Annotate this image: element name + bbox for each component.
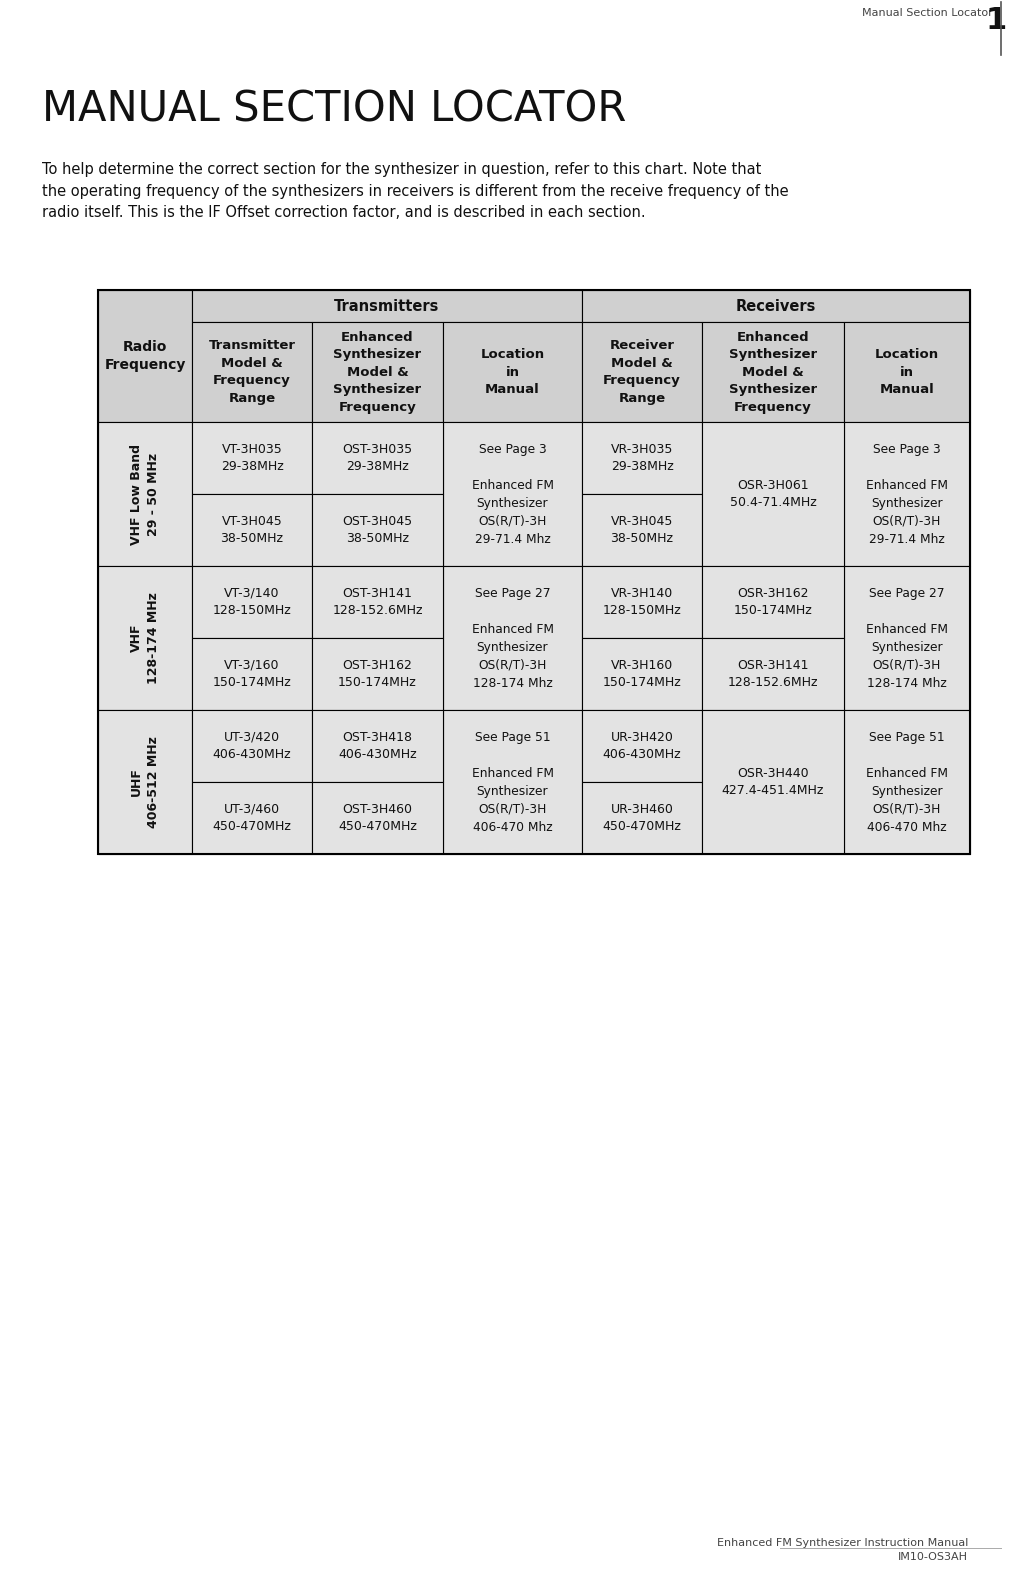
Text: Transmitters: Transmitters [334, 298, 440, 314]
Text: OSR-3H162
150-174MHz: OSR-3H162 150-174MHz [734, 586, 812, 618]
Bar [582, 322, 702, 422]
Text: VR-3H045
38-50MHz: VR-3H045 38-50MHz [610, 515, 673, 545]
Bar [192, 638, 312, 711]
Bar [98, 422, 192, 566]
Text: 1: 1 [986, 6, 1007, 35]
Bar [192, 566, 312, 638]
Text: Enhanced
Synthesizer
Model &
Synthesizer
Frequency: Enhanced Synthesizer Model & Synthesizer… [333, 331, 422, 413]
Text: UR-3H460
450-470MHz: UR-3H460 450-470MHz [602, 802, 681, 834]
Text: OST-3H035
29-38MHz: OST-3H035 29-38MHz [342, 443, 413, 473]
Bar [702, 638, 844, 711]
Text: UT-3/420
406-430MHz: UT-3/420 406-430MHz [213, 731, 292, 761]
Text: OSR-3H141
128-152.6MHz: OSR-3H141 128-152.6MHz [727, 659, 818, 689]
Bar [844, 566, 970, 711]
Text: See Page 51

Enhanced FM
Synthesizer
OS(R/T)-3H
406-470 Mhz: See Page 51 Enhanced FM Synthesizer OS(R… [866, 731, 948, 834]
Bar [582, 422, 702, 493]
Bar [443, 422, 582, 566]
Text: OST-3H460
450-470MHz: OST-3H460 450-470MHz [338, 802, 417, 834]
Text: See Page 27

Enhanced FM
Synthesizer
OS(R/T)-3H
128-174 Mhz: See Page 27 Enhanced FM Synthesizer OS(R… [471, 586, 554, 690]
Text: OST-3H418
406-430MHz: OST-3H418 406-430MHz [338, 731, 417, 761]
Text: See Page 51

Enhanced FM
Synthesizer
OS(R/T)-3H
406-470 Mhz: See Page 51 Enhanced FM Synthesizer OS(R… [471, 731, 554, 834]
Bar [582, 290, 970, 322]
Bar [443, 566, 582, 711]
Bar [582, 638, 702, 711]
Text: Radio
Frequency: Radio Frequency [104, 339, 186, 372]
Bar [192, 422, 312, 493]
Bar [192, 493, 312, 566]
Text: OST-3H141
128-152.6MHz: OST-3H141 128-152.6MHz [332, 586, 423, 618]
Text: Location
in
Manual: Location in Manual [875, 348, 939, 396]
Bar [443, 322, 582, 422]
Bar [312, 422, 443, 493]
Bar [312, 322, 443, 422]
Bar [844, 322, 970, 422]
Text: VT-3/140
128-150MHz: VT-3/140 128-150MHz [213, 586, 292, 618]
Text: VT-3H045
38-50MHz: VT-3H045 38-50MHz [221, 515, 284, 545]
Text: VT-3/160
150-174MHz: VT-3/160 150-174MHz [213, 659, 292, 689]
Text: Enhanced
Synthesizer
Model &
Synthesizer
Frequency: Enhanced Synthesizer Model & Synthesizer… [728, 331, 817, 413]
Text: To help determine the correct section for the synthesizer in question, refer to : To help determine the correct section fo… [42, 162, 789, 221]
Bar [98, 290, 970, 854]
Bar [844, 711, 970, 854]
Bar [582, 493, 702, 566]
Bar [312, 782, 443, 854]
Bar [844, 422, 970, 566]
Bar [582, 711, 702, 782]
Text: See Page 3

Enhanced FM
Synthesizer
OS(R/T)-3H
29-71.4 Mhz: See Page 3 Enhanced FM Synthesizer OS(R/… [866, 443, 948, 545]
Text: UT-3/460
450-470MHz: UT-3/460 450-470MHz [213, 802, 292, 834]
Bar [192, 782, 312, 854]
Text: Receivers: Receivers [736, 298, 816, 314]
Bar [702, 322, 844, 422]
Bar [702, 711, 844, 854]
Text: VR-3H160
150-174MHz: VR-3H160 150-174MHz [602, 659, 681, 689]
Bar [582, 782, 702, 854]
Bar [98, 290, 192, 422]
Bar [312, 711, 443, 782]
Text: See Page 3

Enhanced FM
Synthesizer
OS(R/T)-3H
29-71.4 Mhz: See Page 3 Enhanced FM Synthesizer OS(R/… [471, 443, 554, 545]
Bar [702, 566, 844, 638]
Bar [98, 711, 192, 854]
Text: Enhanced FM Synthesizer Instruction Manual
IM10-OS3AH: Enhanced FM Synthesizer Instruction Manu… [716, 1538, 968, 1562]
Text: Manual Section Locator: Manual Section Locator [863, 8, 993, 17]
Bar [312, 493, 443, 566]
Bar [312, 566, 443, 638]
Bar [702, 422, 844, 566]
Text: VR-3H035
29-38MHz: VR-3H035 29-38MHz [610, 443, 673, 473]
Text: UR-3H420
406-430MHz: UR-3H420 406-430MHz [602, 731, 681, 761]
Text: Transmitter
Model &
Frequency
Range: Transmitter Model & Frequency Range [209, 339, 296, 405]
Text: VHF Low Band
29 - 50 MHz: VHF Low Band 29 - 50 MHz [130, 443, 160, 544]
Text: VHF
128-174 MHz: VHF 128-174 MHz [130, 593, 160, 684]
Text: VT-3H035
29-38MHz: VT-3H035 29-38MHz [221, 443, 284, 473]
Text: See Page 27

Enhanced FM
Synthesizer
OS(R/T)-3H
128-174 Mhz: See Page 27 Enhanced FM Synthesizer OS(R… [866, 586, 948, 690]
Text: OST-3H162
150-174MHz: OST-3H162 150-174MHz [338, 659, 417, 689]
Bar [443, 711, 582, 854]
Bar [312, 638, 443, 711]
Text: MANUAL SECTION LOCATOR: MANUAL SECTION LOCATOR [42, 88, 627, 129]
Bar [98, 566, 192, 711]
Bar [582, 566, 702, 638]
Text: Receiver
Model &
Frequency
Range: Receiver Model & Frequency Range [603, 339, 681, 405]
Text: OSR-3H061
50.4-71.4MHz: OSR-3H061 50.4-71.4MHz [730, 479, 816, 509]
Text: Location
in
Manual: Location in Manual [480, 348, 545, 396]
Text: UHF
406-512 MHz: UHF 406-512 MHz [130, 736, 160, 827]
Bar [192, 322, 312, 422]
Text: OST-3H045
38-50MHz: OST-3H045 38-50MHz [342, 515, 413, 545]
Bar [192, 711, 312, 782]
Text: OSR-3H440
427.4-451.4MHz: OSR-3H440 427.4-451.4MHz [721, 768, 824, 797]
Text: VR-3H140
128-150MHz: VR-3H140 128-150MHz [602, 586, 681, 618]
Bar [192, 290, 582, 322]
